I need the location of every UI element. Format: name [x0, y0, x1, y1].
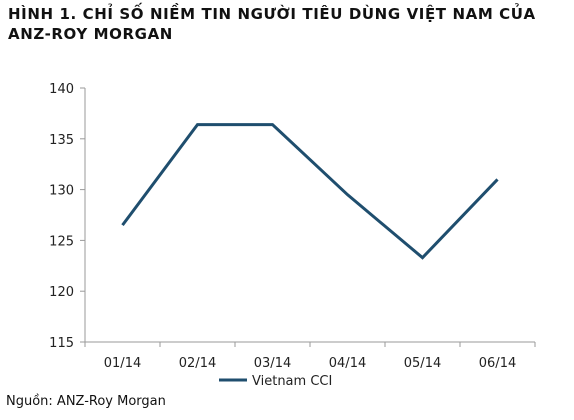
x-tick-label: 06/14 [479, 356, 516, 371]
y-tick-label: 130 [49, 184, 74, 199]
source-note: Nguồn: ANZ-Roy Morgan [6, 394, 166, 409]
y-tick-label: 115 [49, 336, 74, 351]
y-tick-label: 140 [49, 82, 74, 97]
x-tick-label: 01/14 [104, 356, 141, 371]
y-tick-label: 125 [49, 234, 74, 249]
x-tick-label: 05/14 [404, 356, 441, 371]
legend-label: Vietnam CCI [252, 374, 332, 389]
x-tick-label: 02/14 [179, 356, 216, 371]
x-tick-label: 04/14 [329, 356, 366, 371]
x-tick-label: 03/14 [254, 356, 291, 371]
chart-title: HÌNH 1. CHỈ SỐ NIỀM TIN NGƯỜI TIÊU DÙNG … [8, 5, 536, 43]
y-tick-label: 120 [49, 285, 74, 300]
y-tick-label: 135 [49, 133, 74, 148]
series-line [121, 123, 499, 260]
